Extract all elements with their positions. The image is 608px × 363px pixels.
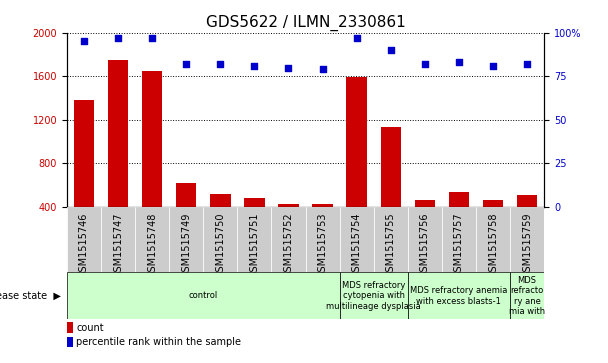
Text: GSM1515758: GSM1515758 [488,212,498,278]
Point [318,66,328,72]
Point [79,38,89,44]
Text: GSM1515756: GSM1515756 [420,212,430,278]
Bar [101,207,135,272]
Bar [313,204,333,250]
Bar [340,207,374,272]
Text: GSM1515753: GSM1515753 [317,212,328,278]
Bar [347,77,367,250]
Bar [67,207,101,272]
Bar [340,272,408,319]
Text: disease state  ▶: disease state ▶ [0,291,61,301]
Text: GSM1515751: GSM1515751 [249,212,260,278]
Bar [517,195,537,250]
Bar [142,71,162,250]
Text: GSM1515754: GSM1515754 [351,212,362,278]
Bar [449,192,469,250]
Bar [176,183,196,250]
Bar [408,272,510,319]
Title: GDS5622 / ILMN_2330861: GDS5622 / ILMN_2330861 [206,15,406,31]
Point [249,63,259,69]
Bar [237,207,271,272]
Point [147,35,157,41]
Bar [510,272,544,319]
Point [352,35,362,41]
Text: GSM1515746: GSM1515746 [79,212,89,277]
Point [488,63,498,69]
Bar [67,337,73,347]
Text: control: control [188,291,218,300]
Bar [74,100,94,250]
Text: MDS
refracto
ry ane
mia with: MDS refracto ry ane mia with [509,276,545,316]
Text: GSM1515748: GSM1515748 [147,212,157,277]
Text: GSM1515747: GSM1515747 [113,212,123,278]
Bar [483,200,503,250]
Text: GSM1515749: GSM1515749 [181,212,191,277]
Point [420,61,430,67]
Bar [67,272,340,319]
Point [522,61,532,67]
Bar [408,207,442,272]
Bar [442,207,476,272]
Text: MDS refractory anemia
with excess blasts-1: MDS refractory anemia with excess blasts… [410,286,508,306]
Bar [510,207,544,272]
Bar [210,194,230,250]
Point [454,60,464,65]
Bar [108,60,128,250]
Bar [415,200,435,250]
Bar [476,207,510,272]
Bar [305,207,340,272]
Point [386,47,396,53]
Text: GSM1515755: GSM1515755 [385,212,396,278]
Bar [67,322,73,333]
Bar [374,207,408,272]
Bar [169,207,203,272]
Point [113,35,123,41]
Text: GSM1515757: GSM1515757 [454,212,464,278]
Point [181,61,191,67]
Point [215,61,225,67]
Bar [381,127,401,250]
Text: MDS refractory
cytopenia with
multilineage dysplasia: MDS refractory cytopenia with multilinea… [326,281,421,311]
Text: GSM1515759: GSM1515759 [522,212,532,278]
Text: GSM1515752: GSM1515752 [283,212,294,278]
Text: count: count [77,323,104,333]
Text: GSM1515750: GSM1515750 [215,212,226,278]
Text: percentile rank within the sample: percentile rank within the sample [77,337,241,347]
Bar [203,207,237,272]
Bar [135,207,169,272]
Bar [278,204,299,250]
Point [283,65,293,70]
Bar [271,207,305,272]
Bar [244,198,264,250]
